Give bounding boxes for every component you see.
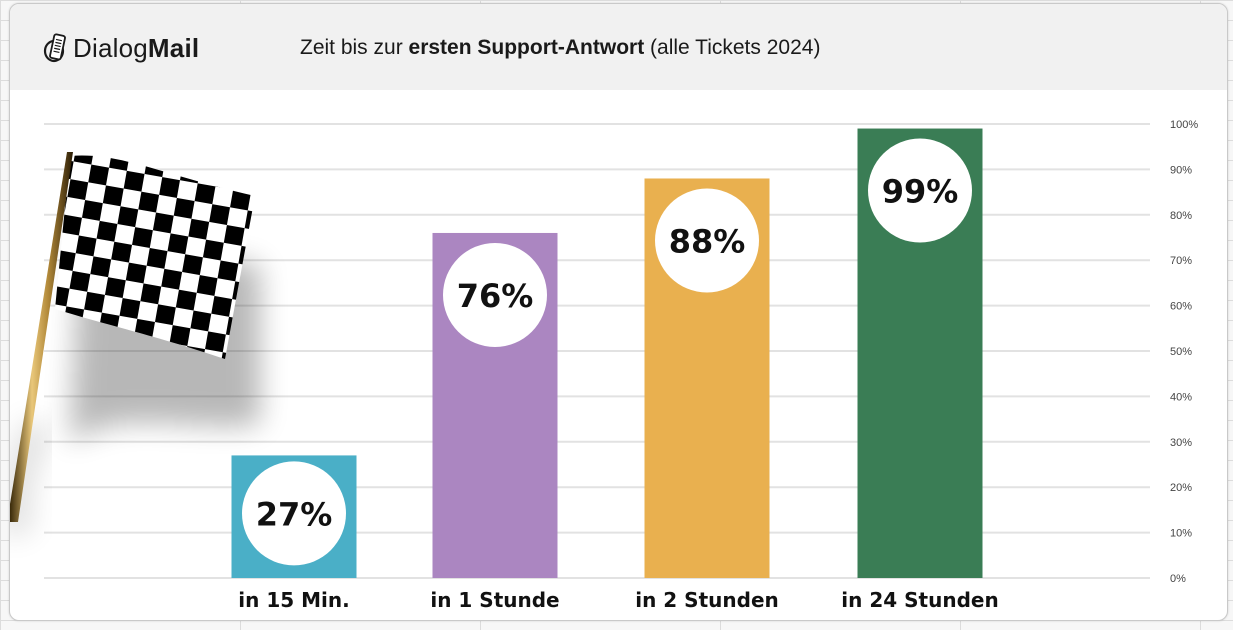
y-axis: 0% 10% 20% 30% 40% 50% 60% 70% 80% 90% 100% (1170, 119, 1198, 585)
checkered-flag-icon (10, 152, 260, 538)
y-tick-label: 30% (1170, 437, 1192, 449)
data-label: 76% (457, 277, 534, 315)
x-tick-label: in 2 Stunden (635, 588, 779, 612)
x-axis: in 15 Min. in 1 Stunde in 2 Stunden in 24 S… (238, 588, 998, 612)
chart-frame: DialogMail Zeit bis zur ersten Support-A… (9, 3, 1228, 621)
data-label: 99% (882, 173, 959, 211)
y-tick-label: 0% (1170, 573, 1186, 585)
title-bold: ersten Support-Antwort (408, 36, 645, 59)
data-label-circle (443, 242, 547, 347)
brand-name-bold: Mail (147, 32, 200, 63)
y-tick-label: 50% (1170, 346, 1192, 358)
title-prefix: Zeit bis zur (300, 36, 409, 59)
y-tick-label: 60% (1170, 301, 1192, 313)
data-label-circle (655, 188, 759, 293)
phone-mail-icon (43, 33, 66, 63)
data-label-circle (242, 461, 346, 566)
data-label: 27% (256, 495, 333, 533)
x-tick-label: in 15 Min. (238, 588, 349, 612)
x-tick-label: in 24 Stunden (841, 588, 998, 612)
brand-name-regular: Dialog (73, 32, 148, 63)
y-tick-label: 40% (1170, 391, 1192, 403)
y-tick-label: 90% (1170, 164, 1192, 176)
y-tick-label: 70% (1170, 255, 1192, 267)
y-tick-label: 100% (1170, 119, 1198, 131)
chart-title: Zeit bis zur ersten Support-Antwort (all… (300, 36, 820, 60)
title-suffix: (alle Tickets 2024) (644, 36, 821, 59)
bars: 27% 76% 88% 99% (231, 128, 983, 579)
x-tick-label: in 1 Stunde (430, 588, 559, 612)
data-label: 88% (669, 222, 746, 260)
chart-header: DialogMail Zeit bis zur ersten Support-A… (10, 4, 1227, 90)
brand-logo: DialogMail (43, 30, 199, 66)
data-label-circle (868, 138, 972, 243)
y-tick-label: 20% (1170, 482, 1192, 494)
y-tick-label: 10% (1170, 528, 1192, 540)
brand-name: DialogMail (73, 33, 199, 64)
y-tick-label: 80% (1170, 210, 1192, 222)
bar-chart: 27% 76% 88% 99% 0% 10% 20% 30% 40% 50% 60% 70% 80% 9… (10, 119, 1198, 612)
